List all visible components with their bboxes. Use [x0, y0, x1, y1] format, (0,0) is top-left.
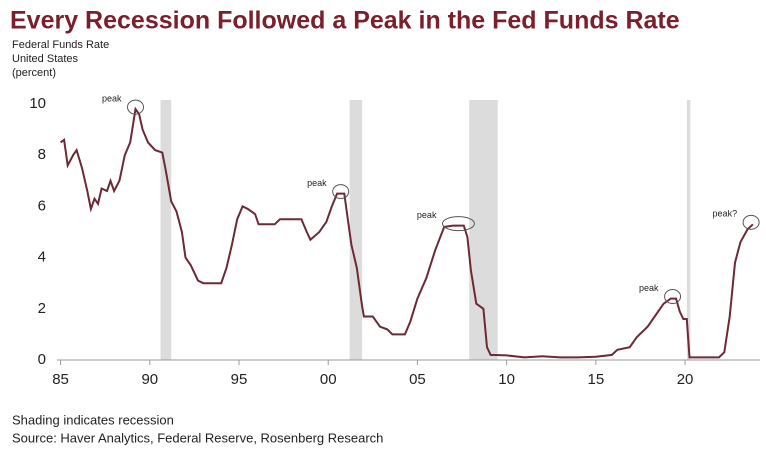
x-tick-label: 00 [320, 371, 337, 388]
chart-title: Every Recession Followed a Peak in the F… [10, 7, 680, 35]
peak-circle [441, 216, 475, 232]
peak-label: peak? [713, 209, 738, 219]
x-tick-label: 15 [588, 371, 605, 388]
y-tick-label: 0 [38, 351, 46, 368]
recession-band [349, 100, 363, 360]
peak-label: peak [102, 93, 122, 103]
recession-band [686, 100, 691, 360]
x-tick-label: 90 [141, 371, 158, 388]
y-tick-label: 4 [38, 249, 46, 266]
x-tick-label: 95 [231, 371, 248, 388]
x-tick-label: 20 [677, 371, 694, 388]
peak-label: peak [417, 210, 437, 220]
peak-circle [127, 99, 145, 115]
rate-line [60, 106, 754, 359]
y-tick-label: 8 [38, 146, 46, 163]
x-tick-label: 85 [52, 371, 69, 388]
y-tick-label: 6 [38, 197, 46, 214]
footnote: Source: Haver Analytics, Federal Reserve… [12, 430, 383, 445]
subtitle: (percent) [12, 67, 56, 79]
x-tick-label: 05 [409, 371, 426, 388]
peak-label: peak [639, 283, 659, 293]
y-tick-label: 2 [38, 300, 46, 317]
subtitle: United States [12, 53, 79, 65]
peak-circle [332, 184, 350, 200]
footnote: Shading indicates recession [12, 412, 174, 427]
peak-circle [664, 289, 682, 305]
peak-label: peak [307, 178, 327, 188]
x-tick-label: 10 [498, 371, 515, 388]
subtitle: Federal Funds Rate [12, 39, 109, 51]
y-tick-label: 10 [29, 95, 46, 112]
recession-band [160, 100, 172, 360]
recession-band [469, 100, 498, 360]
peak-circle [742, 214, 760, 230]
